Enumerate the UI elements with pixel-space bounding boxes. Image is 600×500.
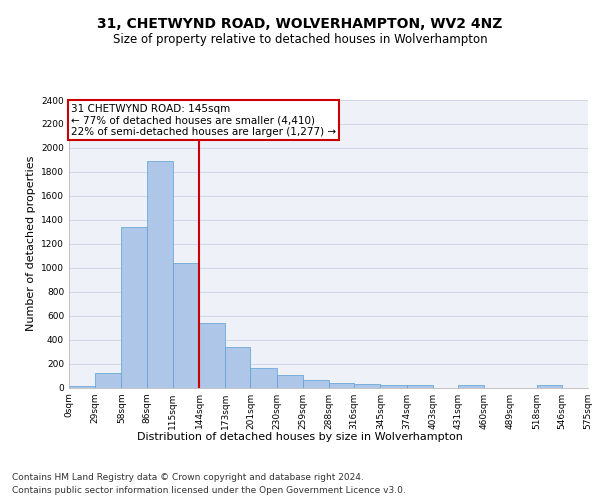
- Bar: [536, 385, 562, 388]
- Bar: [354, 384, 380, 388]
- Bar: [588, 386, 600, 388]
- Bar: [458, 385, 484, 388]
- Bar: [407, 385, 433, 388]
- Bar: [95, 372, 121, 388]
- Bar: [303, 380, 329, 388]
- Bar: [69, 386, 95, 388]
- Y-axis label: Number of detached properties: Number of detached properties: [26, 156, 35, 332]
- Text: Contains HM Land Registry data © Crown copyright and database right 2024.: Contains HM Land Registry data © Crown c…: [12, 472, 364, 482]
- Text: 31 CHETWYND ROAD: 145sqm
← 77% of detached houses are smaller (4,410)
22% of sem: 31 CHETWYND ROAD: 145sqm ← 77% of detach…: [71, 104, 336, 137]
- Bar: [277, 375, 303, 388]
- Bar: [199, 323, 225, 388]
- Bar: [121, 227, 146, 388]
- Text: Size of property relative to detached houses in Wolverhampton: Size of property relative to detached ho…: [113, 32, 487, 46]
- Bar: [146, 161, 173, 388]
- Text: Contains public sector information licensed under the Open Government Licence v3: Contains public sector information licen…: [12, 486, 406, 495]
- Text: 31, CHETWYND ROAD, WOLVERHAMPTON, WV2 4NZ: 31, CHETWYND ROAD, WOLVERHAMPTON, WV2 4N…: [97, 18, 503, 32]
- Bar: [329, 382, 354, 388]
- Text: Distribution of detached houses by size in Wolverhampton: Distribution of detached houses by size …: [137, 432, 463, 442]
- Bar: [173, 263, 199, 388]
- Bar: [380, 384, 407, 388]
- Bar: [250, 368, 277, 388]
- Bar: [225, 348, 250, 388]
